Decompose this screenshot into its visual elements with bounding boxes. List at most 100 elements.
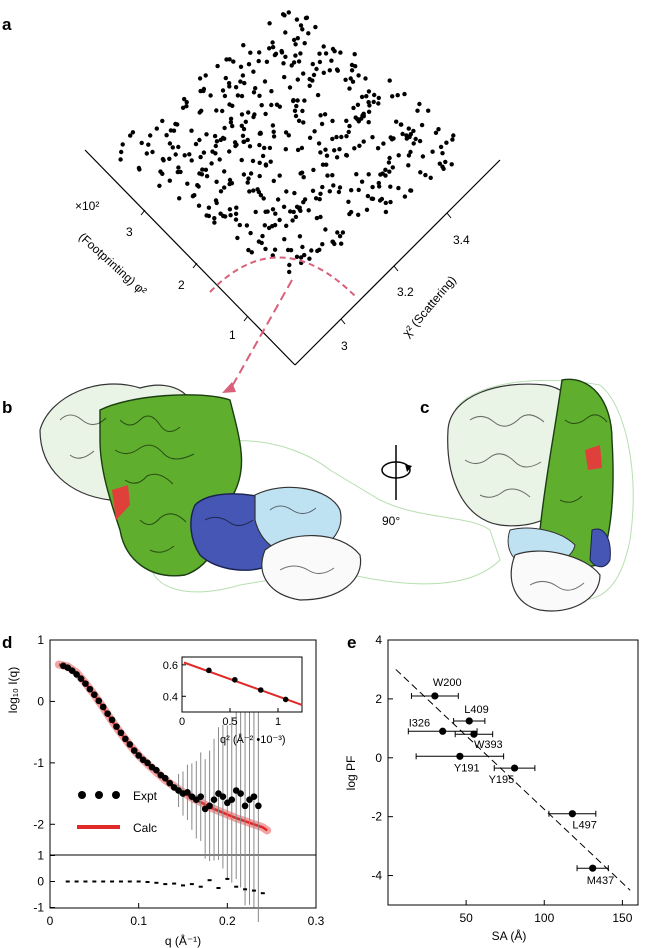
panel-a-point (227, 102, 232, 107)
legend-expt-marker (78, 791, 86, 799)
panel-a-point (396, 185, 401, 191)
panel-e-ytick-label: 4 (375, 633, 382, 647)
panel-a-point (400, 131, 405, 137)
panel-a-point (332, 148, 337, 153)
panel-a-point (298, 23, 304, 28)
panel-a-point (354, 172, 359, 177)
panel-a-point (356, 212, 361, 217)
residual-point (251, 889, 256, 892)
panel-d-ylabel: log₁₀ I(q) (6, 667, 20, 713)
panel-a-point (320, 242, 325, 247)
panel-a-point (196, 203, 202, 208)
panel-a-point (263, 163, 269, 168)
panel-a-point (269, 102, 274, 108)
panel-a-point (309, 248, 314, 253)
residual-point (145, 881, 150, 884)
panel-a-point (339, 134, 344, 140)
panel-a-point (220, 108, 225, 114)
panel-a-point (180, 105, 186, 111)
panel-a-point (450, 137, 455, 142)
panel-a-point (306, 31, 311, 36)
panel-e-chart: 4 2 0 -2 -4 50 100 150 log PF SA (Å) W200 L409 I3… (344, 633, 639, 943)
panel-a-point (433, 130, 439, 135)
panel-a-point (259, 240, 264, 246)
panel-a-point (307, 135, 313, 140)
point-m437 (589, 864, 597, 872)
panel-a-point (366, 172, 371, 177)
expt-point (237, 790, 244, 797)
panel-a-point (270, 45, 276, 50)
panel-d-xtick-label: 0.1 (130, 914, 147, 928)
inset-point (257, 687, 264, 693)
panel-a-point (257, 50, 262, 55)
point-w393 (470, 730, 478, 738)
panel-a-point (150, 149, 155, 155)
panel-a-point (386, 160, 392, 165)
panel-a-point (214, 200, 219, 206)
panel-d-xticks: 0 0.1 0.2 0.3 (47, 903, 325, 928)
panel-a-point (383, 200, 388, 206)
panel-a-point (251, 114, 256, 120)
panel-a-point (417, 101, 422, 107)
highlight-arrow (229, 279, 293, 391)
panel-a-point (388, 135, 393, 140)
point-label-w200: W200 (433, 677, 462, 689)
panel-label-c: c (420, 398, 429, 417)
panel-a-point (310, 188, 316, 193)
panel-a-point (214, 108, 219, 113)
point-label-l497: L497 (572, 820, 596, 832)
surface-texture (59, 414, 335, 574)
panel-a-point (154, 126, 159, 131)
panel-a-point (322, 112, 328, 117)
panel-a-point (144, 151, 149, 156)
panel-a-left-axis (84, 149, 296, 366)
panel-a-point (251, 69, 256, 74)
panel-a-point (297, 206, 302, 212)
panel-a-point (363, 76, 368, 81)
panel-a-point (130, 130, 136, 135)
right-tick-3-2: 3.2 (397, 285, 414, 299)
panel-a-point (291, 37, 297, 43)
inset-xlabel: q² (Å⁻² •10⁻³) (220, 733, 286, 746)
panel-a-point (295, 98, 300, 103)
panel-a-point (173, 152, 178, 157)
panel-a-point (301, 71, 306, 76)
left-tick-1: 1 (229, 328, 236, 342)
panel-a-point (293, 42, 298, 47)
panel-a-point (240, 133, 246, 138)
panel-a-point (201, 150, 207, 155)
panel-a-point (270, 253, 275, 258)
panel-a-point (319, 121, 325, 127)
panel-a-point (228, 116, 234, 122)
panel-a-point (325, 173, 330, 178)
panel-a-point (198, 154, 203, 160)
panel-a-point (222, 169, 227, 174)
panel-a-point (417, 138, 423, 144)
panel-a-point (269, 89, 274, 94)
panel-a-point (440, 164, 445, 169)
point-l497 (568, 810, 576, 818)
expt-point (113, 723, 120, 730)
expt-point (117, 729, 125, 737)
panel-a-point (426, 108, 431, 113)
panel-a-point (257, 142, 262, 148)
residual-points (65, 877, 265, 895)
panel-a-point (238, 64, 244, 70)
panel-a-point (197, 137, 202, 143)
panel-a-point (302, 41, 307, 46)
panel-a-point (290, 218, 295, 223)
panel-a-point (344, 118, 349, 124)
expt-point (153, 766, 160, 774)
residual-point (110, 880, 115, 883)
panel-a-point (324, 162, 329, 167)
ribbon-outline (149, 440, 501, 593)
panel-a-point (217, 157, 222, 162)
expt-point (99, 703, 107, 711)
panel-a-point (291, 98, 296, 104)
panel-a-point (359, 116, 364, 121)
panel-a-point (361, 139, 366, 144)
panel-a-point (244, 223, 250, 228)
panel-a-point (331, 183, 336, 188)
panel-a-point (307, 256, 312, 261)
panel-a-point (261, 196, 266, 201)
